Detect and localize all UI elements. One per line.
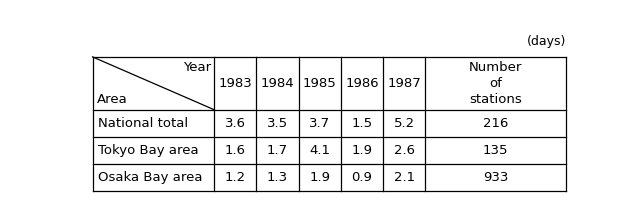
Text: 1985: 1985 bbox=[303, 77, 337, 90]
Text: 1.3: 1.3 bbox=[267, 171, 288, 184]
Text: 1986: 1986 bbox=[345, 77, 379, 90]
Text: (days): (days) bbox=[527, 35, 566, 48]
Text: 3.5: 3.5 bbox=[267, 117, 288, 130]
Text: 1984: 1984 bbox=[261, 77, 294, 90]
Text: 2.6: 2.6 bbox=[394, 144, 415, 157]
Text: 1.5: 1.5 bbox=[351, 117, 372, 130]
Text: 933: 933 bbox=[483, 171, 508, 184]
Text: 1983: 1983 bbox=[219, 77, 253, 90]
Text: 1.2: 1.2 bbox=[225, 171, 246, 184]
Text: Area: Area bbox=[97, 93, 128, 106]
Text: 3.6: 3.6 bbox=[225, 117, 246, 130]
Text: Number
of
stations: Number of stations bbox=[469, 61, 522, 106]
Text: 1.9: 1.9 bbox=[351, 144, 372, 157]
Text: 4.1: 4.1 bbox=[310, 144, 330, 157]
Text: 0.9: 0.9 bbox=[352, 171, 372, 184]
Text: 1.6: 1.6 bbox=[225, 144, 246, 157]
Text: 1.7: 1.7 bbox=[267, 144, 288, 157]
Text: 3.7: 3.7 bbox=[309, 117, 330, 130]
Text: National total: National total bbox=[97, 117, 188, 130]
Text: Osaka Bay area: Osaka Bay area bbox=[97, 171, 202, 184]
Text: Year: Year bbox=[183, 61, 212, 74]
Text: 216: 216 bbox=[483, 117, 508, 130]
Text: 135: 135 bbox=[483, 144, 508, 157]
Text: 1987: 1987 bbox=[387, 77, 421, 90]
Text: 5.2: 5.2 bbox=[394, 117, 415, 130]
Text: 1.9: 1.9 bbox=[310, 171, 330, 184]
Text: Tokyo Bay area: Tokyo Bay area bbox=[97, 144, 198, 157]
Text: 2.1: 2.1 bbox=[394, 171, 415, 184]
